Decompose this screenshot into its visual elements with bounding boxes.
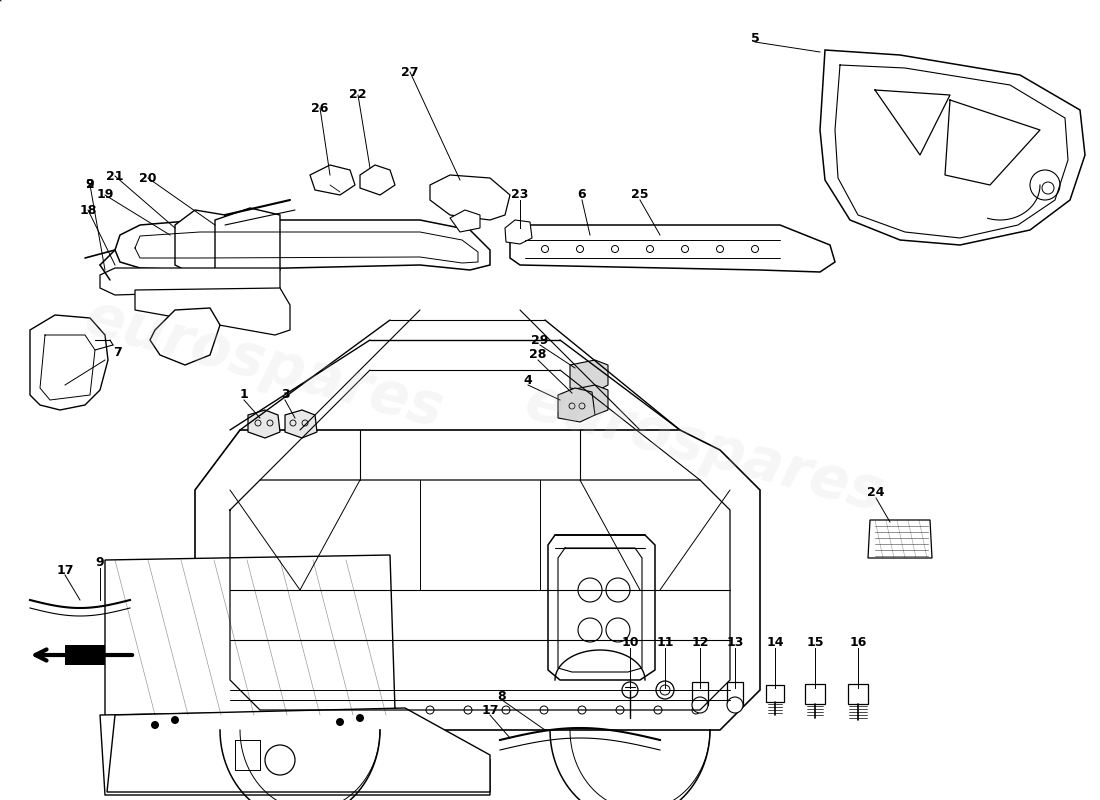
Polygon shape <box>548 535 654 680</box>
Text: 12: 12 <box>691 637 708 650</box>
Polygon shape <box>195 430 760 730</box>
Text: 9: 9 <box>86 178 95 191</box>
Polygon shape <box>30 315 108 410</box>
Polygon shape <box>285 410 317 438</box>
Polygon shape <box>65 645 135 665</box>
Text: 15: 15 <box>806 637 824 650</box>
Polygon shape <box>766 685 784 702</box>
Text: 1: 1 <box>240 389 249 402</box>
Polygon shape <box>214 208 280 275</box>
Polygon shape <box>692 682 708 705</box>
Circle shape <box>170 716 179 724</box>
Circle shape <box>656 681 674 699</box>
Circle shape <box>336 718 344 726</box>
Text: eurospares: eurospares <box>78 289 450 439</box>
Circle shape <box>692 697 708 713</box>
Circle shape <box>356 714 364 722</box>
Text: 8: 8 <box>497 690 506 702</box>
Polygon shape <box>510 225 835 272</box>
Polygon shape <box>570 360 608 392</box>
Polygon shape <box>450 210 480 232</box>
Polygon shape <box>104 555 395 720</box>
Text: 17: 17 <box>482 703 498 717</box>
Polygon shape <box>135 288 290 335</box>
Polygon shape <box>360 165 395 195</box>
Text: 23: 23 <box>512 189 529 202</box>
Text: 20: 20 <box>140 171 156 185</box>
Text: 21: 21 <box>107 170 123 182</box>
Circle shape <box>727 697 742 713</box>
Polygon shape <box>430 175 510 220</box>
Polygon shape <box>175 210 226 275</box>
Text: 19: 19 <box>97 189 113 202</box>
Text: 14: 14 <box>767 637 783 650</box>
Text: 3: 3 <box>280 389 289 402</box>
Text: 28: 28 <box>529 349 547 362</box>
Text: 9: 9 <box>96 557 104 570</box>
Text: 17: 17 <box>56 563 74 577</box>
Polygon shape <box>558 388 595 422</box>
Text: 18: 18 <box>79 203 97 217</box>
Polygon shape <box>100 268 280 295</box>
Text: 26: 26 <box>311 102 329 114</box>
Polygon shape <box>310 165 355 195</box>
Polygon shape <box>116 220 490 270</box>
Text: 7: 7 <box>113 346 122 358</box>
Polygon shape <box>248 410 280 438</box>
Text: 24: 24 <box>867 486 884 499</box>
Polygon shape <box>848 684 868 704</box>
Text: 27: 27 <box>402 66 419 78</box>
Text: 11: 11 <box>657 637 673 650</box>
Polygon shape <box>868 520 932 558</box>
Circle shape <box>621 682 638 698</box>
Text: eurospares: eurospares <box>518 373 890 523</box>
Text: 4: 4 <box>524 374 532 386</box>
Text: 25: 25 <box>631 189 649 202</box>
Polygon shape <box>727 682 742 705</box>
Polygon shape <box>505 220 532 244</box>
Text: 13: 13 <box>726 637 744 650</box>
Text: 22: 22 <box>350 89 366 102</box>
Polygon shape <box>820 50 1085 245</box>
Text: 5: 5 <box>750 31 759 45</box>
Polygon shape <box>100 710 490 795</box>
Polygon shape <box>805 684 825 704</box>
Polygon shape <box>150 308 220 365</box>
Polygon shape <box>570 385 608 415</box>
Polygon shape <box>107 708 489 792</box>
Text: 29: 29 <box>531 334 549 346</box>
Text: 2: 2 <box>86 178 95 191</box>
Text: 10: 10 <box>621 637 639 650</box>
Text: 16: 16 <box>849 637 867 650</box>
Text: 6: 6 <box>578 189 586 202</box>
Circle shape <box>151 721 160 729</box>
